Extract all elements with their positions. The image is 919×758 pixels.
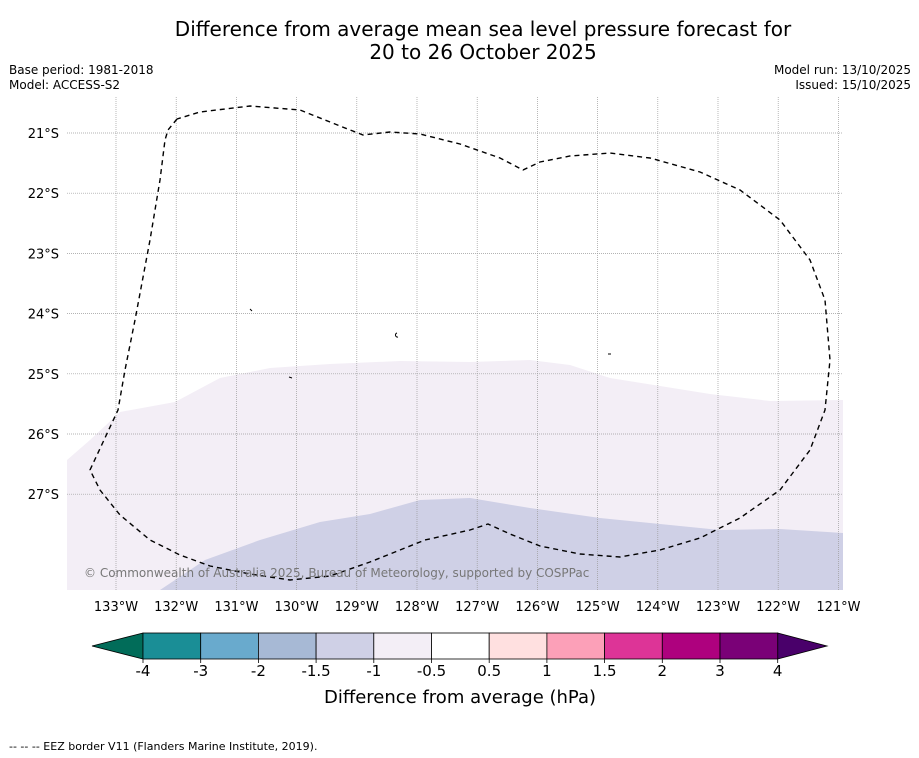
colorbar-tick-label: -1.5 [301, 662, 330, 680]
colorbar-tick-label: 2 [658, 662, 668, 680]
latitude-label: 24°S [28, 308, 59, 323]
latitude-label: 25°S [28, 368, 59, 383]
colorbar-high-extend [777, 632, 829, 660]
eez-legend-footer: -- -- -- EEZ border V11 (Flanders Marine… [9, 740, 318, 753]
longitude-label: 125°W [576, 600, 620, 615]
longitude-label: 123°W [696, 600, 740, 615]
latitude-label: 26°S [28, 428, 59, 443]
colorbar-tick-label: 0.5 [477, 662, 501, 680]
colorbar-segment [661, 632, 721, 660]
title-line-1: Difference from average mean sea level p… [174, 17, 792, 41]
colorbar-tick-label: 1.5 [593, 662, 617, 680]
colorbar-segment [200, 632, 259, 660]
colorbar-segment [488, 632, 548, 660]
model-name: Model: ACCESS-S2 [9, 78, 121, 92]
longitude-label: 128°W [395, 600, 439, 615]
longitude-label: 122°W [756, 600, 800, 615]
map-plot-area: © Commonwealth of Australia 2025, Bureau… [67, 97, 843, 590]
copyright-text: © Commonwealth of Australia 2025, Bureau… [84, 566, 589, 580]
title-line-2: 20 to 26 October 2025 [369, 40, 597, 64]
colorbar-segment [546, 632, 606, 660]
colorbar-segment [257, 632, 317, 660]
longitude-label: 121°W [816, 600, 860, 615]
colorbar-tick-label: -2 [251, 662, 266, 680]
latitude-label: 21°S [28, 127, 59, 142]
right-meta: Model run: 13/10/2025 Issued: 15/10/2025 [774, 63, 911, 93]
model-run: Model run: 13/10/2025 [773, 63, 911, 77]
colorbar: -4 -3 -2 -1.5 -1 -0.5 0.5 1 1.5 2 3 4 [91, 632, 829, 680]
colorbar-tick-label: -1 [366, 662, 381, 680]
anomaly-band-minus1-5 [160, 498, 843, 590]
colorbar-label: Difference from average (hPa) [324, 687, 596, 708]
colorbar-segment [604, 632, 663, 660]
issued-date: Issued: 15/10/2025 [795, 78, 911, 92]
base-period: Base period: 1981-2018 [9, 63, 154, 77]
longitude-label: 133°W [94, 600, 138, 615]
colorbar-segment [431, 632, 490, 660]
left-meta: Base period: 1981-2018 Model: ACCESS-S2 [9, 63, 154, 93]
colorbar-tick-label: -0.5 [417, 662, 446, 680]
latitude-labels: 21°S 22°S 23°S 24°S 25°S 26°S 27°S [28, 127, 59, 503]
latitude-label: 27°S [28, 488, 59, 503]
small-feature [249, 308, 253, 312]
map-title: Difference from average mean sea level p… [0, 18, 919, 64]
graticule [67, 97, 843, 590]
longitude-label: 124°W [636, 600, 680, 615]
colorbar-tick-label: 1 [542, 662, 552, 680]
latitude-label: 23°S [28, 247, 59, 262]
small-feature [395, 332, 399, 338]
colorbar-segment [315, 632, 375, 660]
small-feature [288, 376, 293, 379]
colorbar-segment [142, 632, 202, 660]
colorbar-low-extend [91, 632, 144, 660]
longitude-labels: 133°W 132°W 131°W 130°W 129°W 128°W 127°W 126°W… [94, 600, 861, 615]
longitude-label: 131°W [214, 600, 258, 615]
longitude-label: 129°W [335, 600, 379, 615]
colorbar-segment [719, 632, 779, 660]
colorbar-tick-label: -3 [193, 662, 208, 680]
eez-border [89, 105, 831, 581]
colorbar-tick-label: 3 [715, 662, 725, 680]
longitude-label: 130°W [275, 600, 319, 615]
colorbar-tick-label: 4 [773, 662, 783, 680]
colorbar-segment [373, 632, 432, 660]
colorbar-tick-label: -4 [136, 662, 151, 680]
longitude-label: 127°W [455, 600, 499, 615]
latitude-label: 22°S [28, 187, 59, 202]
longitude-label: 126°W [515, 600, 559, 615]
longitude-label: 132°W [154, 600, 198, 615]
